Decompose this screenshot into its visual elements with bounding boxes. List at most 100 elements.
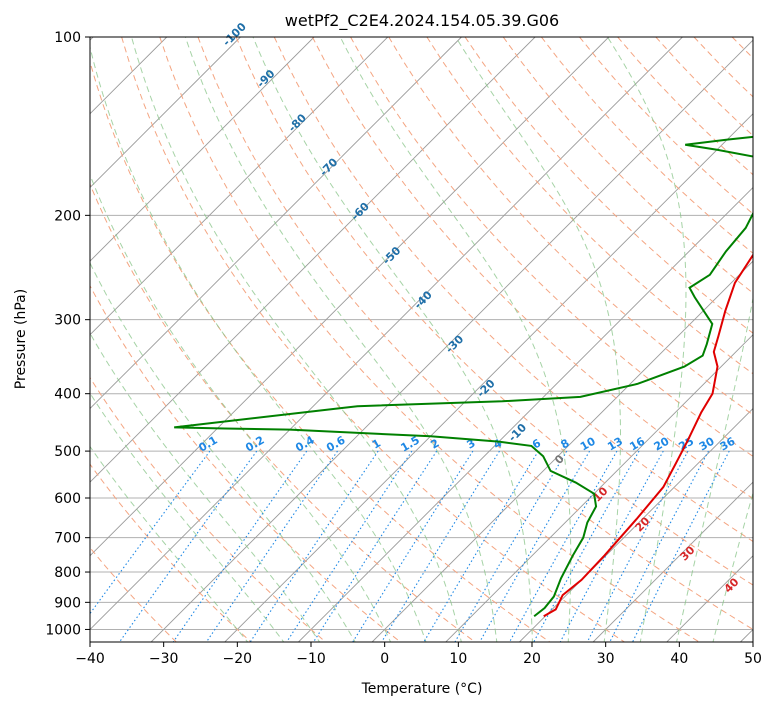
- mixing-ratio-line: [479, 450, 591, 642]
- y-tick-label: 400: [54, 387, 81, 403]
- mixing-ratio-line: [90, 450, 211, 615]
- moist-adiabat-line: [607, 37, 687, 642]
- dry-adiabat-label: 20: [633, 514, 653, 534]
- mixing-ratio-line: [380, 450, 500, 642]
- moist-adiabat-line: [131, 37, 462, 642]
- moist-adiabat-line: [676, 295, 753, 642]
- moist-adiabat-line: [455, 37, 622, 642]
- mixing-ratio-line: [454, 450, 568, 642]
- isotherm-line: [90, 37, 683, 631]
- dry-adiabat-label: -20: [474, 377, 497, 400]
- mixing-ratio-line: [508, 450, 618, 642]
- x-tick-label: 50: [744, 651, 762, 667]
- isotherm-line: [90, 37, 536, 483]
- dry-adiabat-label: -100: [220, 20, 249, 49]
- moist-adiabat-line: [90, 392, 285, 642]
- dry-adiabat-line: [90, 546, 177, 642]
- y-tick-label: 100: [54, 30, 81, 46]
- dry-adiabat-line: [90, 463, 252, 642]
- dry-adiabat-label: -30: [443, 332, 466, 355]
- y-tick-label: 300: [54, 313, 81, 329]
- mixing-ratio-line: [559, 450, 664, 642]
- dry-adiabat-label: -10: [506, 421, 529, 444]
- dry-adiabat-label: -50: [380, 244, 403, 267]
- dry-adiabat-line: [90, 182, 476, 642]
- isotherm-line: [150, 39, 753, 642]
- dry-adiabat-line: [464, 37, 753, 334]
- moist-adiabat-line: [184, 37, 498, 642]
- moist-adiabat-line: [90, 261, 356, 642]
- y-tick-label: 800: [54, 565, 81, 581]
- dry-adiabat-line: [540, 37, 753, 254]
- x-tick-label: 30: [597, 651, 615, 667]
- y-tick-label: 1000: [45, 622, 81, 638]
- mixing-ratio-line: [118, 450, 258, 642]
- y-tick-label: 500: [54, 444, 81, 460]
- moist-adiabat-line: [252, 37, 533, 642]
- x-tick-label: 20: [523, 651, 541, 667]
- chart-title: wetPf2_C2E4.2024.154.05.39.G06: [285, 11, 559, 31]
- isotherm-line: [371, 260, 753, 642]
- x-tick-label: −20: [223, 651, 253, 667]
- isotherm-line: [519, 407, 753, 642]
- mixing-ratio-line: [631, 450, 730, 642]
- isotherm-line: [445, 334, 753, 642]
- dry-adiabat-label: -40: [412, 288, 435, 311]
- dewpoint-line: [174, 135, 753, 618]
- mixing-ratio-line: [286, 450, 413, 642]
- isotherm-line: [740, 628, 753, 642]
- dry-adiabat-line: [770, 37, 775, 644]
- dry-adiabat-label: 40: [722, 575, 742, 595]
- dry-adiabat-label: -70: [317, 155, 340, 178]
- mixing-ratio-line: [312, 450, 438, 642]
- y-tick-label: 600: [54, 491, 81, 507]
- moist-adiabat-line: [90, 332, 321, 642]
- plot-area: -100-90-80-70-60-50-40-30-20-10010203040…: [89, 20, 775, 644]
- x-axis: −40 −30 −20 −10 0 10 20 30 40 50: [75, 642, 762, 667]
- sounding-series: [174, 135, 753, 618]
- temperature-line: [543, 253, 753, 618]
- x-tick-label: −10: [296, 651, 326, 667]
- plot-frame: [89, 36, 754, 643]
- dry-adiabat-line: [350, 37, 753, 457]
- isotherm-line: [90, 37, 315, 262]
- y-axis-label: Pressure (hPa): [13, 289, 29, 389]
- x-tick-label: −30: [149, 651, 179, 667]
- mixing-ratio-label: 4: [491, 436, 504, 451]
- dry-adiabat-line: [159, 37, 701, 642]
- moist-adiabat-line: [90, 45, 427, 642]
- y-tick-label: 700: [54, 531, 81, 547]
- x-tick-label: 0: [380, 651, 389, 667]
- y-tick-label: 200: [54, 208, 81, 224]
- isotherm-line: [90, 37, 462, 410]
- isotherm-line: [90, 37, 610, 557]
- dry-adiabat-line: [311, 37, 753, 500]
- dry-adiabat-line: [426, 37, 753, 375]
- mixing-ratio-line: [352, 450, 474, 642]
- mixing-ratio-line: [609, 450, 709, 642]
- isotherm-line: [224, 113, 753, 642]
- dry-adiabat-line: [121, 37, 626, 642]
- mixing-ratio-label: 2: [428, 437, 441, 452]
- x-tick-label: 40: [670, 651, 688, 667]
- moist-adiabat-line: [90, 173, 392, 642]
- dry-adiabat-label: -90: [254, 67, 277, 90]
- isotherm-line: [90, 37, 389, 336]
- dry-adiabat-line: [197, 37, 753, 631]
- x-tick-label: 10: [449, 651, 467, 667]
- isotherm-line: [592, 481, 753, 642]
- dry-adiabat-line: [90, 376, 327, 642]
- moist-adiabat-line: [712, 491, 753, 642]
- background-lines: [90, 37, 775, 644]
- moist-adiabat-line: [90, 445, 249, 642]
- dry-adiabat-line: [273, 37, 753, 543]
- isotherm-line: [90, 37, 241, 189]
- dry-adiabat-line: [693, 37, 753, 98]
- x-axis-label: Temperature (°C): [361, 681, 483, 697]
- y-tick-label: 900: [54, 595, 81, 611]
- x-tick-label: −40: [75, 651, 105, 667]
- dry-adiabat-line: [90, 284, 402, 642]
- y-axis: 100 200 300 400 500 600 700 800 900 1000: [45, 30, 90, 638]
